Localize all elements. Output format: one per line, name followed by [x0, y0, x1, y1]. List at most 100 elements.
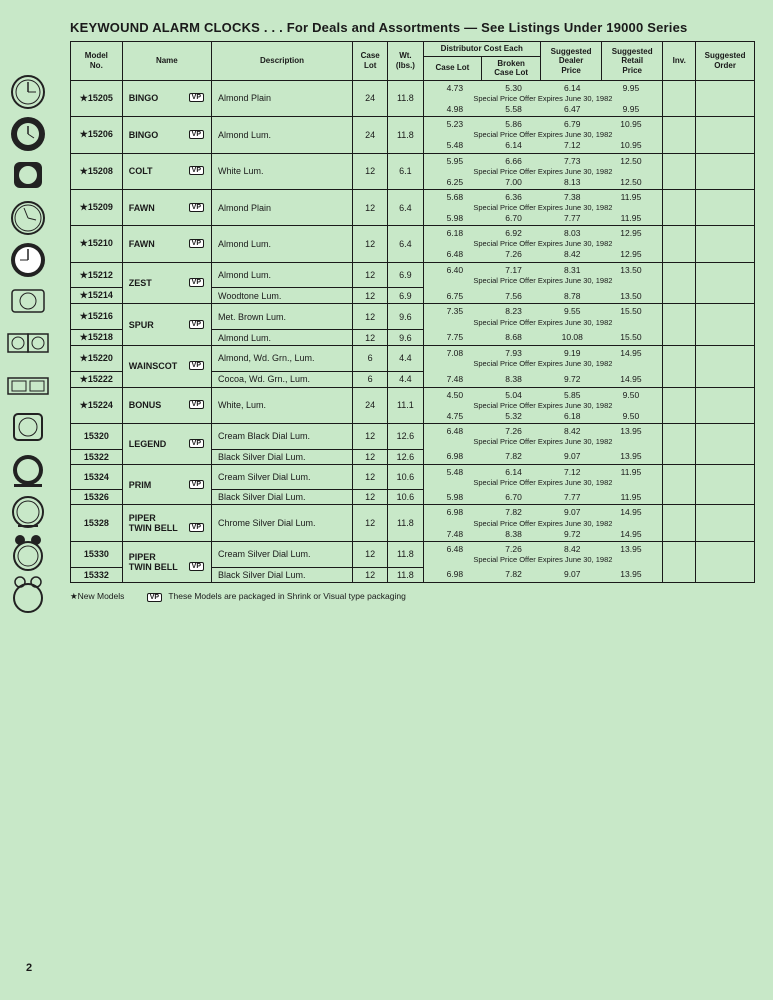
vp-icon: VP — [189, 93, 204, 102]
vp-icon: VP — [189, 203, 204, 212]
cell-name: BINGOVP — [122, 117, 211, 153]
vp-icon: VP — [189, 523, 204, 532]
cell-desc: Almond Lum. — [212, 262, 353, 288]
cell-prices: 5.956.667.7312.50Special Price Offer Exp… — [423, 153, 663, 189]
cell-caselot: 24 — [353, 80, 388, 116]
cell-inv — [663, 117, 696, 153]
hdr-desc: Description — [212, 42, 353, 81]
cell-inv — [663, 304, 696, 346]
cell-caselot: 12 — [353, 541, 388, 567]
cell-wt: 11.8 — [388, 80, 423, 116]
cell-caselot: 12 — [353, 464, 388, 490]
table-row: 15320LEGENDVPCream Black Dial Lum.1212.6… — [71, 424, 755, 450]
cell-wt: 11.8 — [388, 505, 423, 541]
cell-caselot: 24 — [353, 117, 388, 153]
cell-order — [696, 189, 755, 225]
cell-model: ★15212 — [71, 262, 123, 288]
cell-name: FAWNVP — [122, 226, 211, 262]
cell-inv — [663, 80, 696, 116]
cell-name: PRIMVP — [122, 464, 211, 505]
cell-name: SPURVP — [122, 304, 211, 346]
vp-icon: VP — [189, 361, 204, 370]
cell-wt: 6.1 — [388, 153, 423, 189]
cell-caselot: 12 — [353, 330, 388, 346]
cell-prices: 7.488.389.7214.95 — [423, 371, 663, 387]
cell-model: ★15209 — [71, 189, 123, 225]
cell-prices: 6.987.829.0713.95 — [423, 449, 663, 464]
cell-prices: 5.235.866.7910.95Special Price Offer Exp… — [423, 117, 663, 153]
cell-prices: 5.986.707.7711.95 — [423, 490, 663, 505]
cell-caselot: 12 — [353, 449, 388, 464]
cell-caselot: 12 — [353, 505, 388, 541]
cell-name: PIPERTWIN BELLVP — [122, 541, 211, 582]
cell-order — [696, 226, 755, 262]
cell-caselot: 12 — [353, 262, 388, 288]
cell-caselot: 12 — [353, 567, 388, 582]
cell-caselot: 24 — [353, 387, 388, 423]
cell-model: ★15222 — [71, 371, 123, 387]
vp-icon: VP — [147, 593, 162, 602]
hdr-case: CaseLot — [353, 42, 388, 81]
cell-caselot: 12 — [353, 490, 388, 505]
price-table: ModelNo. Name Description CaseLot Wt.(lb… — [70, 41, 755, 583]
cell-desc: Cocoa, Wd. Grn., Lum. — [212, 371, 353, 387]
table-row: 15324PRIMVPCream Silver Dial Lum.1210.65… — [71, 464, 755, 490]
cell-wt: 6.9 — [388, 288, 423, 304]
hdr-dealer: SuggestedDealerPrice — [541, 42, 602, 81]
vp-icon: VP — [189, 239, 204, 248]
cell-prices: 6.487.268.4213.95Special Price Offer Exp… — [423, 541, 663, 567]
cell-desc: Almond Lum. — [212, 117, 353, 153]
cell-wt: 11.8 — [388, 567, 423, 582]
cell-model: ★15224 — [71, 387, 123, 423]
cell-order — [696, 424, 755, 465]
footnotes: ★New Models VP These Models are packaged… — [70, 591, 755, 602]
cell-prices: 5.686.367.3811.95Special Price Offer Exp… — [423, 189, 663, 225]
cell-wt: 10.6 — [388, 464, 423, 490]
table-row: 15328PIPERTWIN BELLVPChrome Silver Dial … — [71, 505, 755, 541]
page-number: 2 — [26, 962, 32, 974]
hdr-dist-broken: BrokenCase Lot — [482, 56, 541, 80]
cell-caselot: 12 — [353, 288, 388, 304]
vp-icon: VP — [189, 320, 204, 329]
table-row: ★15220WAINSCOTVPAlmond, Wd. Grn., Lum.64… — [71, 346, 755, 372]
vp-icon: VP — [189, 166, 204, 175]
cell-order — [696, 117, 755, 153]
table-row: ★15205BINGOVPAlmond Plain2411.84.735.306… — [71, 80, 755, 116]
cell-inv — [663, 346, 696, 388]
cell-prices: 6.987.829.0714.95Special Price Offer Exp… — [423, 505, 663, 541]
cell-model: ★15214 — [71, 288, 123, 304]
table-row: ★15216SPURVPMet. Brown Lum.129.67.358.23… — [71, 304, 755, 330]
hdr-name: Name — [122, 42, 211, 81]
vp-icon: VP — [189, 130, 204, 139]
cell-model: 15328 — [71, 505, 123, 541]
cell-desc: White, Lum. — [212, 387, 353, 423]
hdr-dist-group: Distributor Cost Each — [423, 42, 541, 57]
cell-prices: 4.505.045.859.50Special Price Offer Expi… — [423, 387, 663, 423]
footnote-star: ★New Models — [70, 591, 124, 601]
cell-name: WAINSCOTVP — [122, 346, 211, 388]
cell-wt: 12.6 — [388, 449, 423, 464]
cell-inv — [663, 424, 696, 465]
cell-wt: 4.4 — [388, 371, 423, 387]
cell-prices: 6.186.928.0312.95Special Price Offer Exp… — [423, 226, 663, 262]
table-row: 15330PIPERTWIN BELLVPCream Silver Dial L… — [71, 541, 755, 567]
cell-desc: Black Silver Dial Lum. — [212, 567, 353, 582]
cell-order — [696, 304, 755, 346]
cell-wt: 9.6 — [388, 330, 423, 346]
cell-caselot: 6 — [353, 371, 388, 387]
cell-inv — [663, 505, 696, 541]
cell-prices: 6.487.268.4213.95Special Price Offer Exp… — [423, 424, 663, 450]
cell-wt: 6.9 — [388, 262, 423, 288]
clock-illustrations — [4, 70, 66, 616]
cell-order — [696, 464, 755, 505]
page-title: KEYWOUND ALARM CLOCKS . . . For Deals an… — [70, 20, 755, 35]
table-row: ★15208COLTVPWhite Lum.126.15.956.667.731… — [71, 153, 755, 189]
cell-wt: 6.4 — [388, 189, 423, 225]
cell-desc: Chrome Silver Dial Lum. — [212, 505, 353, 541]
cell-model: 15332 — [71, 567, 123, 582]
cell-prices: 7.087.939.1914.95Special Price Offer Exp… — [423, 346, 663, 372]
cell-caselot: 12 — [353, 153, 388, 189]
cell-model: 15322 — [71, 449, 123, 464]
cell-prices: 7.758.6810.0815.50 — [423, 330, 663, 346]
table-row: ★15212ZESTVPAlmond Lum.126.96.407.178.31… — [71, 262, 755, 288]
